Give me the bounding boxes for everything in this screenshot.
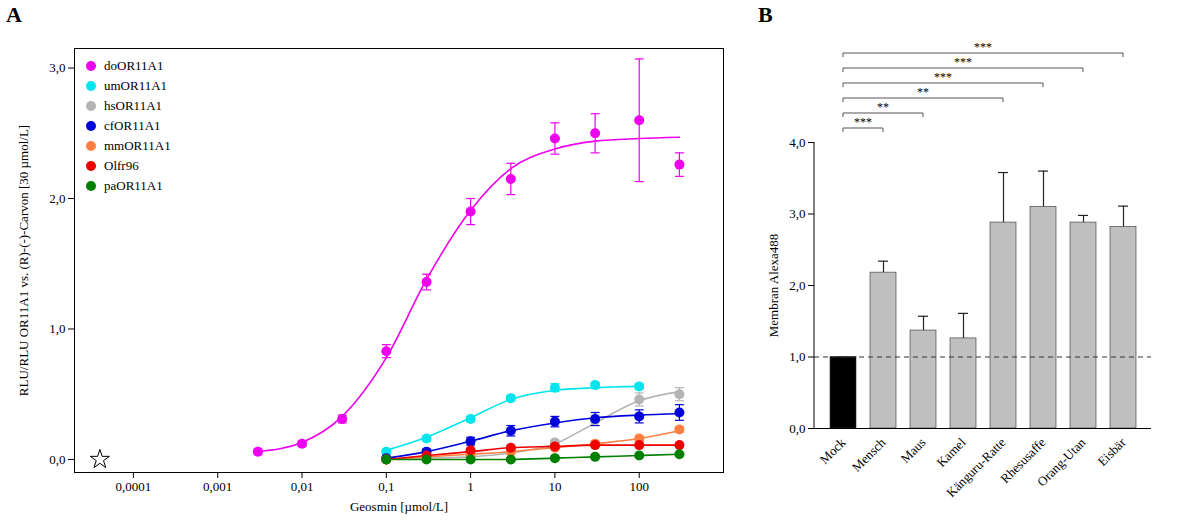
html-text:A: A: [6, 2, 22, 27]
svg-text:0,01: 0,01: [291, 479, 314, 494]
svg-text:0,001: 0,001: [203, 479, 232, 494]
svg-text:**: **: [877, 100, 889, 114]
html-text:paOR11A1: paOR11A1: [104, 178, 163, 193]
svg-text:2,0: 2,0: [49, 191, 65, 206]
html-text:B: B: [758, 2, 773, 27]
svg-text:3,0: 3,0: [789, 206, 805, 221]
svg-text:1,0: 1,0: [49, 321, 65, 336]
svg-text:Membran Alexa488: Membran Alexa488: [766, 234, 781, 338]
svg-text:100: 100: [629, 479, 649, 494]
svg-text:1,0: 1,0: [789, 349, 805, 364]
svg-text:1: 1: [467, 479, 474, 494]
svg-text:Orang-Utan: Orang-Utan: [1034, 434, 1089, 489]
svg-text:***: ***: [854, 115, 872, 129]
html-text:cfOR11A1: cfOR11A1: [104, 118, 161, 133]
svg-text:Geosmin [µmol/L]: Geosmin [µmol/L]: [350, 499, 448, 514]
svg-text:Mock: Mock: [817, 434, 849, 466]
html-text:hsOR11A1: hsOR11A1: [104, 98, 162, 113]
svg-text:RLU/RLU OR11A1 vs. (R)-(-)-Car: RLU/RLU OR11A1 vs. (R)-(-)-Carvon [30 µm…: [16, 125, 31, 396]
svg-text:Kamel: Kamel: [933, 435, 968, 470]
svg-text:Maus: Maus: [898, 435, 929, 466]
svg-text:***: ***: [954, 55, 972, 69]
svg-text:Känguru-Ratte: Känguru-Ratte: [943, 435, 1008, 500]
svg-text:0,0: 0,0: [49, 452, 65, 467]
svg-text:***: ***: [974, 40, 992, 54]
svg-text:Mensch: Mensch: [849, 434, 889, 474]
svg-text:3,0: 3,0: [49, 60, 65, 75]
svg-text:Rhesusaffe: Rhesusaffe: [997, 434, 1049, 487]
html-text:doOR11A1: doOR11A1: [104, 58, 164, 73]
svg-text:0,1: 0,1: [378, 479, 394, 494]
svg-text:4,0: 4,0: [789, 135, 805, 150]
svg-text:2,0: 2,0: [789, 278, 805, 293]
svg-text:0,0: 0,0: [789, 421, 805, 436]
svg-text:***: ***: [934, 70, 952, 84]
svg-text:10: 10: [548, 479, 561, 494]
html-text:Olfr96: Olfr96: [104, 158, 139, 173]
svg-text:0,0001: 0,0001: [116, 479, 152, 494]
html-text:umOR11A1: umOR11A1: [104, 78, 168, 93]
svg-text:Eisbär: Eisbär: [1094, 434, 1129, 469]
svg-text:**: **: [917, 85, 929, 99]
html-text:mmOR11A1: mmOR11A1: [104, 138, 171, 153]
